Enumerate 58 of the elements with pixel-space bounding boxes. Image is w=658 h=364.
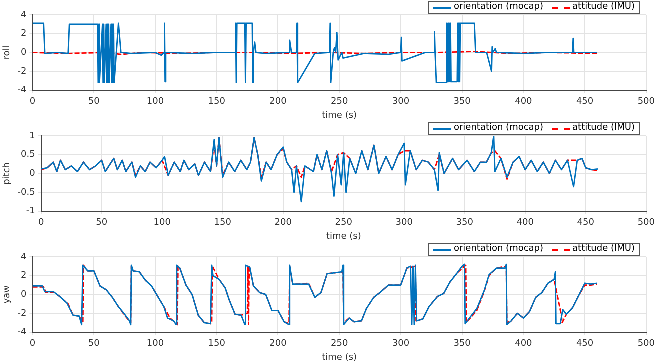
y-tick-label: -2 <box>18 308 27 319</box>
x-tick-label: 150 <box>208 339 226 350</box>
y-tick-label: 0 <box>21 48 28 58</box>
x-tick-label: 300 <box>392 97 410 108</box>
x-tick-label: 500 <box>638 97 656 108</box>
y-tick-label: 0 <box>30 169 36 180</box>
x-tick-label: 200 <box>270 97 288 108</box>
x-axis-title: time (s) <box>322 352 358 363</box>
x-tick-label: 0 <box>38 218 44 228</box>
legend-label: attitude (IMU) <box>572 2 635 13</box>
legend-label: orientation (mocap) <box>454 244 544 255</box>
y-tick-label: -1 <box>26 206 36 217</box>
x-tick-label: 350 <box>454 97 472 108</box>
x-tick-label: 300 <box>392 339 410 350</box>
y-axis-title: roll <box>2 46 13 60</box>
legend-label: orientation (mocap) <box>454 123 544 134</box>
x-tick-label: 400 <box>515 339 533 350</box>
x-tick-label: 100 <box>146 97 164 108</box>
x-tick-label: 250 <box>335 218 353 228</box>
x-tick-label: 450 <box>577 218 595 228</box>
y-tick-label: -4 <box>18 328 28 338</box>
x-tick-label: 200 <box>270 339 288 350</box>
y-tick-label: 2 <box>21 29 27 40</box>
x-tick-label: 500 <box>638 339 656 350</box>
x-tick-label: 250 <box>331 97 348 108</box>
x-tick-label: 250 <box>331 339 348 350</box>
x-tick-label: 100 <box>154 218 172 228</box>
x-tick-label: 50 <box>88 339 100 350</box>
y-tick-label: 4 <box>21 10 28 20</box>
y-tick-label: -0.5 <box>18 188 36 198</box>
x-tick-label: 350 <box>456 218 474 228</box>
y-tick-label: -2 <box>18 66 27 77</box>
x-tick-label: 50 <box>88 97 100 108</box>
y-tick-label: 1 <box>30 131 36 142</box>
x-tick-label: 50 <box>96 218 108 228</box>
x-tick-label: 150 <box>214 218 232 228</box>
y-axis-title: yaw <box>2 286 13 304</box>
y-axis-title: pitch <box>2 162 13 185</box>
legend-label: attitude (IMU) <box>572 244 635 255</box>
x-axis-title: time (s) <box>326 232 362 242</box>
legend-label: attitude (IMU) <box>572 123 635 134</box>
legend-label: orientation (mocap) <box>454 2 544 13</box>
y-tick-label: 4 <box>21 252 28 262</box>
x-tick-label: 150 <box>208 97 226 108</box>
x-tick-label: 300 <box>396 218 414 228</box>
y-tick-label: 0 <box>21 290 28 300</box>
x-tick-label: 400 <box>516 218 534 228</box>
y-tick-label: 2 <box>21 271 27 282</box>
x-tick-label: 450 <box>576 339 594 350</box>
x-tick-label: 350 <box>454 339 472 350</box>
x-tick-label: 500 <box>638 218 656 228</box>
x-axis-title: time (s) <box>322 110 358 121</box>
x-tick-label: 200 <box>274 218 292 228</box>
x-tick-label: 400 <box>515 97 533 108</box>
x-tick-label: 100 <box>146 339 164 350</box>
y-tick-label: 0.5 <box>21 150 36 160</box>
x-tick-label: 450 <box>576 97 594 108</box>
y-tick-label: -4 <box>18 86 28 96</box>
